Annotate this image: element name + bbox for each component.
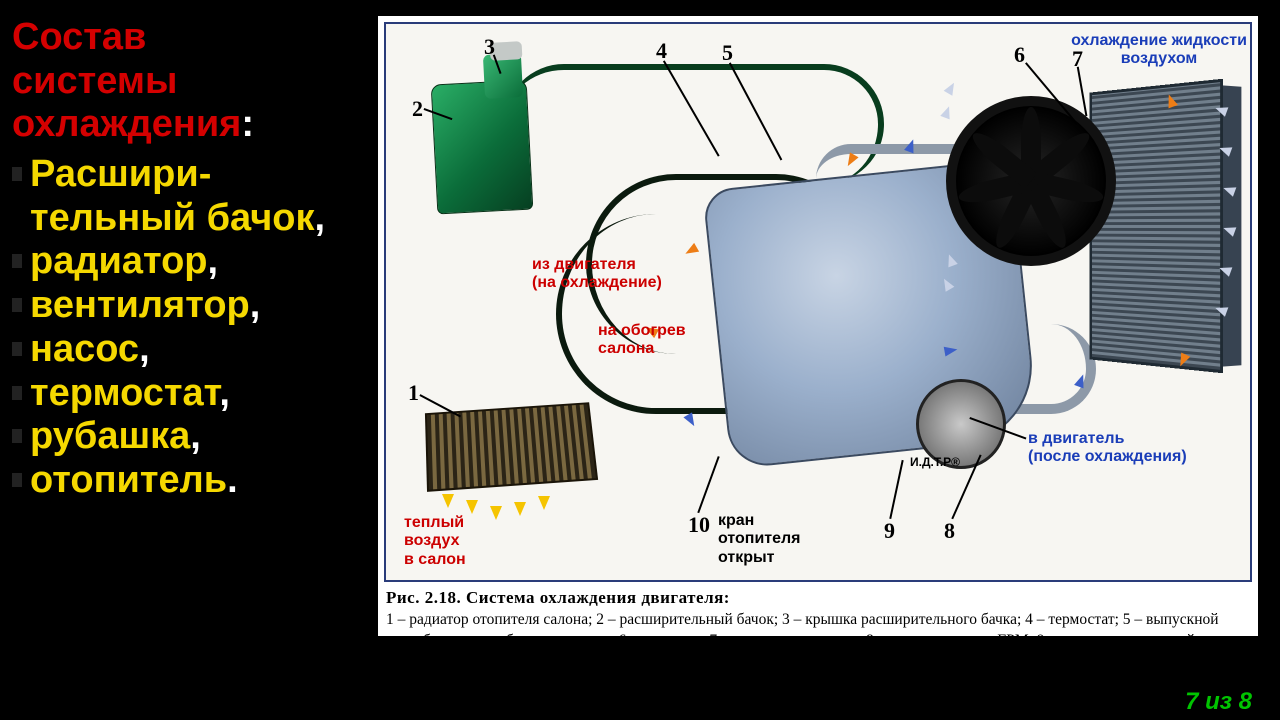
caption-title: Рис. 2.18. Система охлаждения двигателя: [386, 588, 1246, 608]
list-item: рубашка, [12, 415, 372, 459]
annot-heater-valve: кранотопителяоткрыт [718, 512, 801, 567]
list-item: вентилятор, [12, 284, 372, 328]
annot-warm-air: теплыйвоздухв салон [404, 514, 466, 569]
annot-to-engine: в двигатель(после охлаждения) [1028, 430, 1187, 467]
figure-caption: Рис. 2.18. Система охлаждения двигателя:… [386, 588, 1246, 673]
list-item: термостат, [12, 372, 372, 416]
callout-4: 4 [656, 38, 667, 64]
cabin-heater-core [425, 402, 598, 492]
caption-body: 1 – радиатор отопителя салона; 2 – расши… [386, 610, 1246, 673]
diagram-frame: 2 3 4 5 6 7 1 10 9 8 из двигателя(на охл… [384, 22, 1252, 582]
annot-idtr: И.Д.Т.Р® [910, 456, 960, 470]
callout-5: 5 [722, 40, 733, 66]
left-text-panel: Состав системы охлаждения: Расшири-тельн… [12, 16, 372, 503]
callout-10: 10 [688, 512, 710, 538]
annot-air-cool: охлаждение жидкостивоздухом [1064, 32, 1254, 69]
callout-2: 2 [412, 96, 423, 122]
radiator [1089, 79, 1223, 374]
title-l1: Состав [12, 16, 146, 58]
list-item: отопитель. [12, 459, 372, 503]
callout-8: 8 [944, 518, 955, 544]
annot-heat-cabin: на обогревсалона [598, 322, 686, 359]
callout-6: 6 [1014, 42, 1025, 68]
title-colon: : [241, 103, 254, 145]
title-l3: охлаждения [12, 103, 241, 145]
list-item: насос, [12, 328, 372, 372]
callout-1: 1 [408, 380, 419, 406]
page-number: 7 из 8 [1185, 688, 1252, 716]
list-item: радиатор, [12, 240, 372, 284]
diagram-panel: 2 3 4 5 6 7 1 10 9 8 из двигателя(на охл… [378, 16, 1258, 636]
expansion-tank [431, 80, 534, 215]
title: Состав системы охлаждения: [12, 16, 372, 147]
fan-assembly [946, 96, 1116, 266]
callout-9: 9 [884, 518, 895, 544]
title-l2: системы [12, 60, 177, 102]
annot-from-engine: из двигателя(на охлаждение) [532, 256, 662, 293]
component-list: Расшири-тельный бачок, радиатор, вентиля… [12, 153, 372, 503]
list-item: Расшири-тельный бачок, [12, 153, 372, 240]
